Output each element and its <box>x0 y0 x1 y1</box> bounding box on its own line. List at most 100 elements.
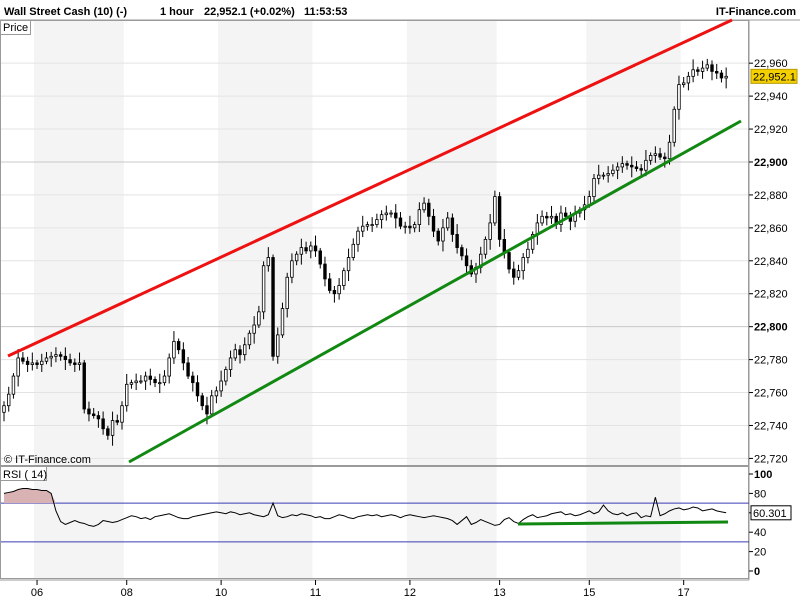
price-tick-label: 22,900 <box>754 157 788 169</box>
time-tick-label: 08 <box>121 587 133 599</box>
candle-body <box>91 413 96 416</box>
candle-body <box>25 360 30 365</box>
rsi-tick-label: 0 <box>754 566 760 578</box>
price-tick-label: 22,740 <box>754 420 788 432</box>
candle-body <box>167 357 171 377</box>
candle-body <box>436 230 440 242</box>
candle-body <box>214 390 219 397</box>
candle-body <box>35 362 39 365</box>
time-tick-label: 15 <box>583 587 595 599</box>
candle-body <box>700 67 705 72</box>
price-panel-label: Price <box>3 22 28 34</box>
candle-body <box>63 355 68 361</box>
candle-body <box>620 163 625 168</box>
candle-body <box>512 268 516 278</box>
candle-body <box>403 225 407 228</box>
candle-body <box>488 222 492 240</box>
candle-body <box>7 393 11 407</box>
rsi-line <box>3 488 727 527</box>
candle-body <box>455 234 459 249</box>
candle-body <box>49 355 53 359</box>
candle-body <box>483 238 488 255</box>
time-tick-label: 11 <box>310 587 321 599</box>
candle-body <box>176 341 181 351</box>
candle-body <box>715 71 719 74</box>
trendlines <box>7 18 742 464</box>
day-bands <box>34 21 681 578</box>
header-timeframe: 1 hour <box>160 6 194 18</box>
candle-body <box>191 375 195 384</box>
price-tick-label: 22,960 <box>754 58 788 70</box>
candle-body <box>705 64 709 69</box>
candle-body <box>285 276 289 309</box>
rsi-tick-label: 40 <box>754 527 766 539</box>
time-tick-label: 06 <box>31 587 43 599</box>
candle-body <box>370 224 374 226</box>
rsi-tick-label: 80 <box>754 488 766 500</box>
price-tick-label: 22,720 <box>754 453 788 465</box>
candle-body <box>276 334 280 357</box>
candle-body <box>644 159 648 171</box>
candles <box>2 58 728 446</box>
candle-body <box>82 362 86 410</box>
candle-body <box>559 212 563 225</box>
candle-body <box>507 252 511 270</box>
candle-body <box>540 215 544 224</box>
header-last-price: 22,952.1 (+0.02%) <box>204 6 295 18</box>
candle-body <box>719 72 724 79</box>
candle-body <box>44 357 49 362</box>
day-band <box>406 467 497 578</box>
candle-body <box>54 354 58 357</box>
day-band <box>218 21 313 465</box>
candle-body <box>379 214 384 221</box>
watermark: © IT-Finance.com <box>4 454 91 466</box>
candle-body <box>77 362 82 365</box>
time-tick-label: 13 <box>493 587 505 599</box>
rsi-current-text: 60.301 <box>753 508 787 520</box>
candle-body <box>545 215 549 219</box>
candle-body <box>672 108 676 143</box>
candle-body <box>441 227 445 242</box>
candle-body <box>162 375 167 384</box>
header-time: 11:53:53 <box>304 6 347 18</box>
candle-body <box>219 380 223 392</box>
candle-body <box>266 257 271 267</box>
candle-body <box>356 230 360 245</box>
day-band <box>218 467 313 578</box>
candle-body <box>257 311 261 326</box>
candle-body <box>431 215 436 232</box>
candle-body <box>710 64 714 72</box>
price-axis: 22,720 22,740 22,760 22,780 22,800 22,820 22,8… <box>749 58 798 465</box>
candle-body <box>290 260 294 278</box>
candle-body <box>639 168 643 171</box>
price-tick-label: 22,800 <box>754 322 788 334</box>
candle-body <box>96 415 101 420</box>
candle-body <box>125 383 129 407</box>
candle-body <box>445 217 450 229</box>
rsi-label-box <box>0 466 47 481</box>
candle-body <box>667 141 672 160</box>
candle-body <box>233 349 237 359</box>
candle-body <box>597 174 601 179</box>
candle-body <box>417 209 422 225</box>
candle-body <box>389 212 393 215</box>
candle-body <box>247 332 252 346</box>
candle-body <box>134 380 138 384</box>
candle-body <box>361 225 365 232</box>
candle-body <box>181 349 186 364</box>
candle-body <box>309 245 313 252</box>
price-tick-label: 22,780 <box>754 355 788 367</box>
day-band <box>406 21 497 465</box>
price-tick-label: 22,880 <box>754 190 788 202</box>
time-axis: 06 08 10 11 12 13 15 17 <box>0 579 749 599</box>
candle-body <box>16 357 20 377</box>
time-tick-label: 12 <box>404 587 416 599</box>
candle-body <box>606 173 610 176</box>
candle-body <box>271 257 275 357</box>
candle-body <box>346 257 351 272</box>
candle-body <box>464 255 469 267</box>
candle-body <box>530 234 535 250</box>
candle-body <box>502 238 507 253</box>
rsi-axis: 02040608010060.301 <box>749 469 792 578</box>
candle-body <box>460 247 464 257</box>
